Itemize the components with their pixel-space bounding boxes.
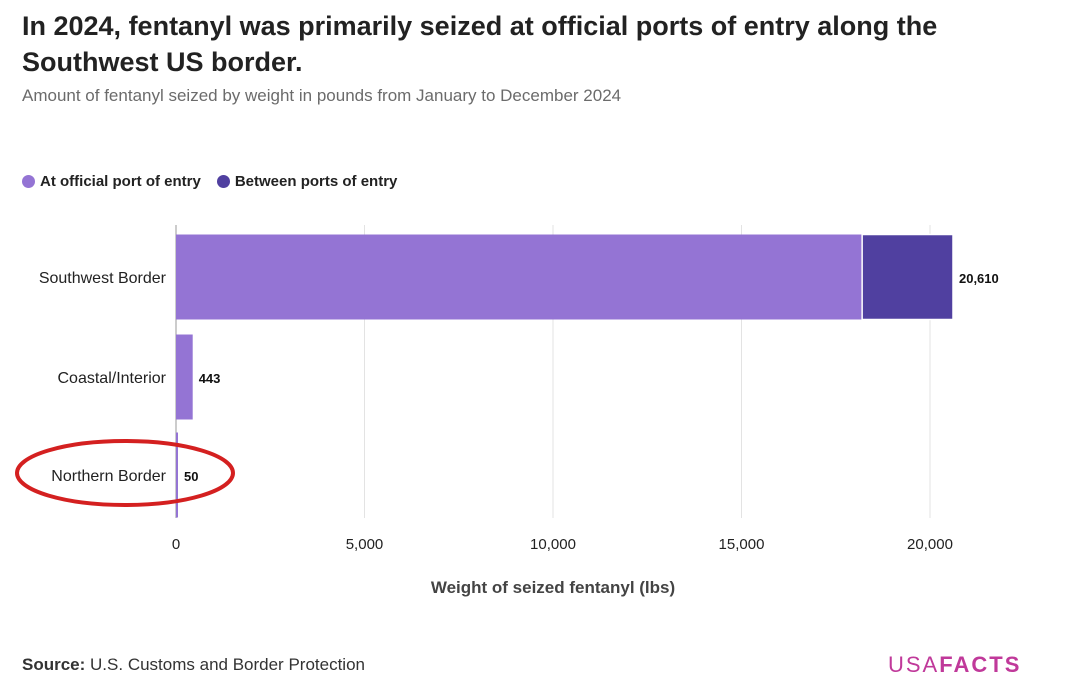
x-tick-label: 20,000 (907, 536, 953, 553)
x-tick-label: 5,000 (346, 536, 384, 553)
x-tick-label: 10,000 (530, 536, 576, 553)
x-tick-label: 15,000 (719, 536, 765, 553)
usafacts-logo: USAFACTS (888, 652, 1021, 678)
bar-northern-border-0 (176, 432, 178, 518)
highlight-circle (15, 439, 235, 507)
logo-facts: FACTS (939, 652, 1022, 677)
labels: 0 5,000 10,000 15,000 20,000 Southwest Border… (39, 270, 999, 597)
source-note: Source: U.S. Customs and Border Protecti… (22, 655, 365, 675)
bar-chart: 0 5,000 10,000 15,000 20,000 Southwest Border… (15, 225, 999, 597)
x-axis-title: Weight of seized fentanyl (lbs) (431, 578, 675, 597)
legend: At official port of entry Between ports … (22, 173, 397, 190)
legend-label-official-port: At official port of entry (40, 173, 201, 190)
bar-southwest-border-0 (176, 234, 863, 320)
category-label: Northern Border (51, 468, 166, 485)
chart-title: In 2024, fentanyl was primarily seized a… (22, 11, 938, 77)
x-tick-label: 0 (172, 536, 180, 553)
chart-subtitle: Amount of fentanyl seized by weight in p… (22, 86, 622, 105)
legend-item-between-ports: Between ports of entry (216, 173, 398, 190)
total-label: 443 (199, 371, 221, 386)
legend-item-official-port: At official port of entry (22, 173, 201, 190)
source-prefix: Source: (22, 655, 86, 674)
legend-swatch-official-port (22, 175, 35, 188)
total-label: 20,610 (959, 271, 999, 286)
category-label: Coastal/Interior (58, 370, 167, 387)
source-text: U.S. Customs and Border Protection (90, 655, 365, 674)
legend-label-between-ports: Between ports of entry (234, 173, 398, 190)
category-label: Southwest Border (39, 270, 167, 287)
bar-coastal-interior-0 (176, 334, 193, 420)
bar-southwest-border-1 (861, 233, 954, 321)
legend-swatch-between-ports (216, 175, 230, 188)
logo-usa: USA (888, 652, 940, 677)
bars (176, 233, 954, 518)
total-label: 50 (184, 469, 198, 484)
